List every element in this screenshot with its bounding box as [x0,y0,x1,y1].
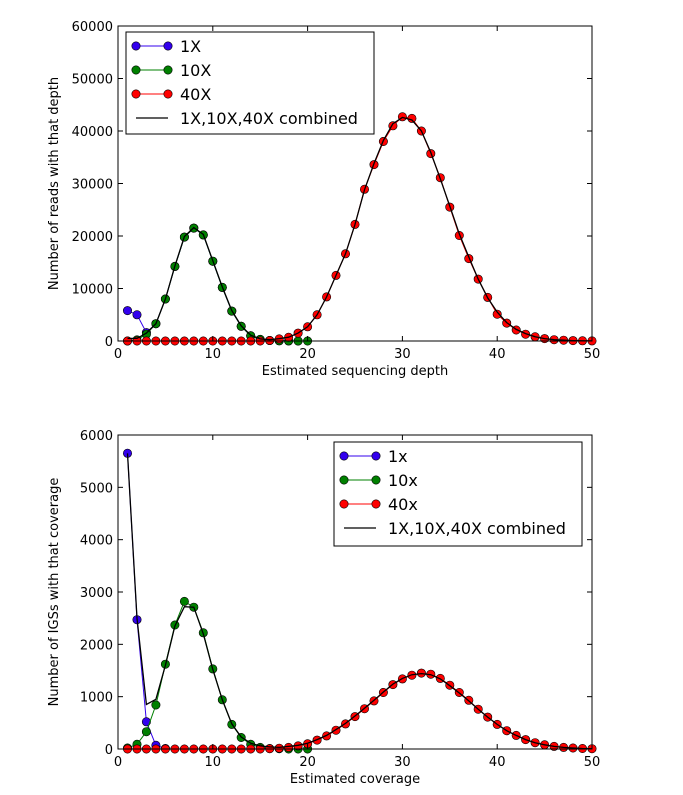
x-tick-label: 40 [489,755,506,770]
legend-marker [371,451,381,461]
legend: 1x 10x 40x 1X,10X,40X combined [333,441,583,547]
series-10x [123,223,313,346]
x-tick-label: 20 [299,347,316,362]
data-point [179,596,189,606]
legend-label: 1x [388,447,408,466]
plot-area [123,112,597,346]
series-10x [123,596,313,754]
x-tick-label: 50 [584,347,601,362]
legend-item: 10X [131,61,211,80]
legend-marker [371,475,381,485]
x-tick-label: 10 [205,755,222,770]
chart-1: 0 10 20 30 40 50 0 10000 20000 30000 40000 50000 600… [47,20,600,379]
data-point [141,717,151,727]
legend-label: 10x [388,471,418,490]
legend-item: 10x [339,471,418,490]
x-tick-label: 40 [489,347,506,362]
legend-marker [163,89,173,99]
series-1x [123,223,303,346]
data-point [132,310,142,320]
series-line [127,600,308,750]
legend-label: 40X [180,85,211,104]
legend-label: 10X [180,61,211,80]
legend-marker [339,451,349,461]
x-axis-label: Estimated coverage [290,772,420,787]
y-tick-label: 40000 [72,125,113,140]
plot-area [123,448,597,754]
x-tick-label: 30 [394,347,411,362]
legend-marker [371,499,381,509]
y-tick-label: 20000 [72,230,113,245]
series-1x-10x-40x-combined [127,116,593,342]
data-point [151,700,161,710]
legend-marker [131,89,141,99]
data-point [123,306,133,316]
y-tick-label: 2000 [80,638,113,653]
legend-item: 40X [131,85,211,104]
legend-marker [163,65,173,75]
legend-item: 1x [339,447,408,466]
series-40x [123,668,597,754]
x-tick-label: 0 [114,347,122,362]
legend-item: 40x [339,495,418,514]
y-tick-label: 60000 [72,20,113,35]
series-line [127,116,593,342]
y-tick-label: 0 [105,335,113,350]
y-tick-label: 30000 [72,178,113,193]
y-tick-label: 4000 [80,534,113,549]
x-tick-label: 0 [114,755,122,770]
series-1x-10x-40x-combined [126,453,593,750]
x-tick-label: 50 [584,755,601,770]
legend-marker [339,475,349,485]
legend-label: 1X [180,37,201,56]
legend-item: 1X,10X,40X combined [136,109,358,128]
y-tick-label: 6000 [80,429,113,444]
y-axis-label: Number of IGSs with that coverage [47,478,62,707]
legend: 1X 10X 40X 1X,10X,40X combined [125,31,375,135]
y-tick-label: 10000 [72,283,113,298]
legend-marker [339,499,349,509]
legend-label: 1X,10X,40X combined [180,109,358,128]
y-tick-label: 3000 [80,586,113,601]
legend-label: 1X,10X,40X combined [388,519,566,538]
x-axis-label: Estimated sequencing depth [262,364,449,379]
y-tick-label: 0 [105,743,113,758]
y-tick-label: 1000 [80,691,113,706]
data-point [492,309,502,319]
chart-2: 0 10 20 30 40 50 0 1000 2000 3000 4000 5000 6000 Esti… [47,429,600,787]
data-point [407,113,417,123]
data-point [274,743,284,753]
legend-marker [131,65,141,75]
legend-label: 40x [388,495,418,514]
x-tick-label: 10 [205,347,222,362]
x-tick-label: 20 [299,755,316,770]
y-axis-label: Number of reads with that depth [47,77,62,290]
x-tick-label: 30 [394,755,411,770]
y-tick-label: 5000 [80,481,113,496]
legend-item: 1X [131,37,201,56]
data-point [284,742,294,752]
y-tick-label: 50000 [72,73,113,88]
data-point [141,727,151,737]
legend-marker [163,41,173,51]
legend-marker [131,41,141,51]
legend-item: 1X,10X,40X combined [344,519,566,538]
series-line [126,453,593,750]
